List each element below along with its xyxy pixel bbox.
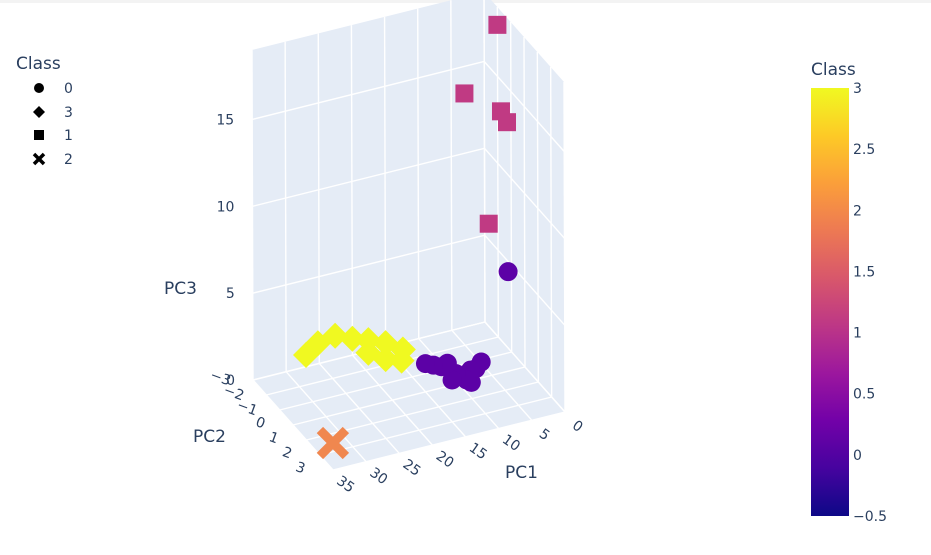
colorbar-tick-label: 0 bbox=[853, 448, 862, 464]
tick-label-pc1: 15 bbox=[466, 440, 490, 463]
colorbar-tick-label: 2 bbox=[853, 203, 862, 219]
grid-line-pc1 bbox=[317, 33, 320, 364]
legend-item-0[interactable]: 0 bbox=[34, 81, 73, 97]
grid-line-pc3 bbox=[252, 60, 485, 121]
tick-label-pc1: 20 bbox=[433, 448, 457, 471]
grid-line-pc3 bbox=[484, 321, 566, 413]
data-point-class-2[interactable] bbox=[316, 426, 350, 460]
data-point-class-1[interactable] bbox=[455, 84, 474, 103]
data-point-class-3[interactable] bbox=[355, 327, 382, 354]
grid-line-pc2 bbox=[536, 51, 540, 383]
colorbar-tick-label: 3 bbox=[853, 81, 862, 97]
colorbar-ticks: 3 2.5 2 1.5 1 0.5 0 −0.5 bbox=[853, 81, 887, 525]
grid-line-pc1 bbox=[251, 49, 254, 381]
axis-title-pc3: PC3 bbox=[164, 279, 197, 299]
legend-item-3[interactable]: 3 bbox=[33, 105, 73, 121]
legend-label: 1 bbox=[64, 128, 73, 144]
colorbar-tick-label: 1 bbox=[853, 326, 862, 342]
tick-label-pc2: 2 bbox=[280, 444, 294, 462]
tick-label-pc2: 3 bbox=[293, 459, 307, 477]
x-icon bbox=[32, 152, 46, 166]
square-icon bbox=[34, 130, 44, 140]
tick-label-pc3: 10 bbox=[217, 199, 235, 215]
grid-line-pc2 bbox=[563, 81, 566, 413]
colorbar: Class 3 2.5 2 1.5 1 0.5 0 −0.5 bbox=[811, 60, 887, 525]
grid-line-pc2 bbox=[292, 366, 526, 426]
tick-label-pc2: −1 bbox=[235, 397, 260, 419]
tick-label-pc3: 15 bbox=[216, 112, 234, 128]
axis-panes bbox=[252, 0, 565, 470]
grid-line-pc1 bbox=[383, 16, 387, 347]
grid-line-pc1 bbox=[284, 41, 287, 372]
tick-label-pc1: 30 bbox=[367, 465, 391, 488]
grid-line-pc3 bbox=[252, 147, 485, 207]
tick-label-pc1: 5 bbox=[536, 426, 552, 444]
circle-icon bbox=[34, 83, 44, 93]
axis-title-pc2: PC2 bbox=[193, 427, 226, 447]
grid-line-pc2 bbox=[509, 21, 513, 353]
data-point-class-0[interactable] bbox=[415, 354, 435, 374]
tick-label-pc2: 0 bbox=[253, 414, 267, 432]
tick-label-pc1: 10 bbox=[499, 432, 523, 455]
grid-line-pc2 bbox=[549, 66, 553, 398]
grid-lines bbox=[251, 0, 566, 471]
grid-line-pc3 bbox=[252, 234, 485, 294]
data-point-class-0[interactable] bbox=[442, 370, 462, 390]
tick-label-pc3: 5 bbox=[226, 286, 235, 302]
legend-title: Class bbox=[16, 54, 61, 74]
tick-label-pc1: 35 bbox=[333, 473, 357, 496]
data-point-class-1[interactable] bbox=[488, 15, 507, 34]
grid-line-pc2 bbox=[523, 36, 526, 368]
grid-line-pc1 bbox=[450, 0, 453, 331]
grid-line-pc2 bbox=[483, 0, 486, 323]
tick-label-pc3: 0 bbox=[226, 373, 235, 389]
grid-line-pc2 bbox=[332, 411, 566, 471]
data-point-class-3[interactable] bbox=[372, 330, 399, 357]
data-point-class-3[interactable] bbox=[293, 342, 320, 369]
colorbar-title: Class bbox=[811, 60, 856, 80]
tick-label-pc2: −3 bbox=[208, 367, 233, 389]
tick-label-pc1: 25 bbox=[400, 456, 424, 479]
grid-line-pc1 bbox=[350, 25, 354, 356]
data-point-class-0[interactable] bbox=[498, 262, 518, 282]
axis-title-pc1: PC1 bbox=[505, 463, 538, 483]
data-point-class-1[interactable] bbox=[479, 214, 498, 233]
legend-label: 2 bbox=[64, 152, 73, 168]
grid-line-pc1 bbox=[417, 8, 420, 339]
legend: Class 0 3 1 2 bbox=[16, 54, 73, 168]
grid-line-pc2 bbox=[496, 6, 500, 338]
grid-line-pc3 bbox=[483, 61, 565, 152]
back-wall-pane bbox=[252, 0, 485, 380]
tick-label-pc2: −2 bbox=[221, 382, 246, 404]
colorbar-tick-label: 2.5 bbox=[853, 142, 875, 158]
legend-label: 3 bbox=[64, 105, 73, 121]
legend-item-1[interactable]: 1 bbox=[34, 128, 73, 144]
colorbar-tick-label: 0.5 bbox=[853, 387, 875, 403]
grid-line-pc3 bbox=[483, 147, 565, 239]
data-point-class-3[interactable] bbox=[339, 325, 366, 352]
data-points bbox=[293, 15, 518, 460]
grid-line-pc3 bbox=[484, 234, 566, 326]
tick-label-pc2: 1 bbox=[267, 429, 281, 447]
legend-item-2[interactable]: 2 bbox=[32, 152, 73, 168]
legend-label: 0 bbox=[64, 81, 73, 97]
diamond-icon bbox=[33, 106, 45, 118]
colorbar-tick-label: −0.5 bbox=[853, 509, 887, 525]
grid-line-pc2 bbox=[319, 396, 552, 456]
colorbar-tick-label: 1.5 bbox=[853, 264, 875, 280]
colorbar-strip bbox=[811, 88, 849, 516]
data-point-class-1[interactable] bbox=[491, 102, 510, 121]
tick-label-pc1: 0 bbox=[569, 418, 585, 436]
